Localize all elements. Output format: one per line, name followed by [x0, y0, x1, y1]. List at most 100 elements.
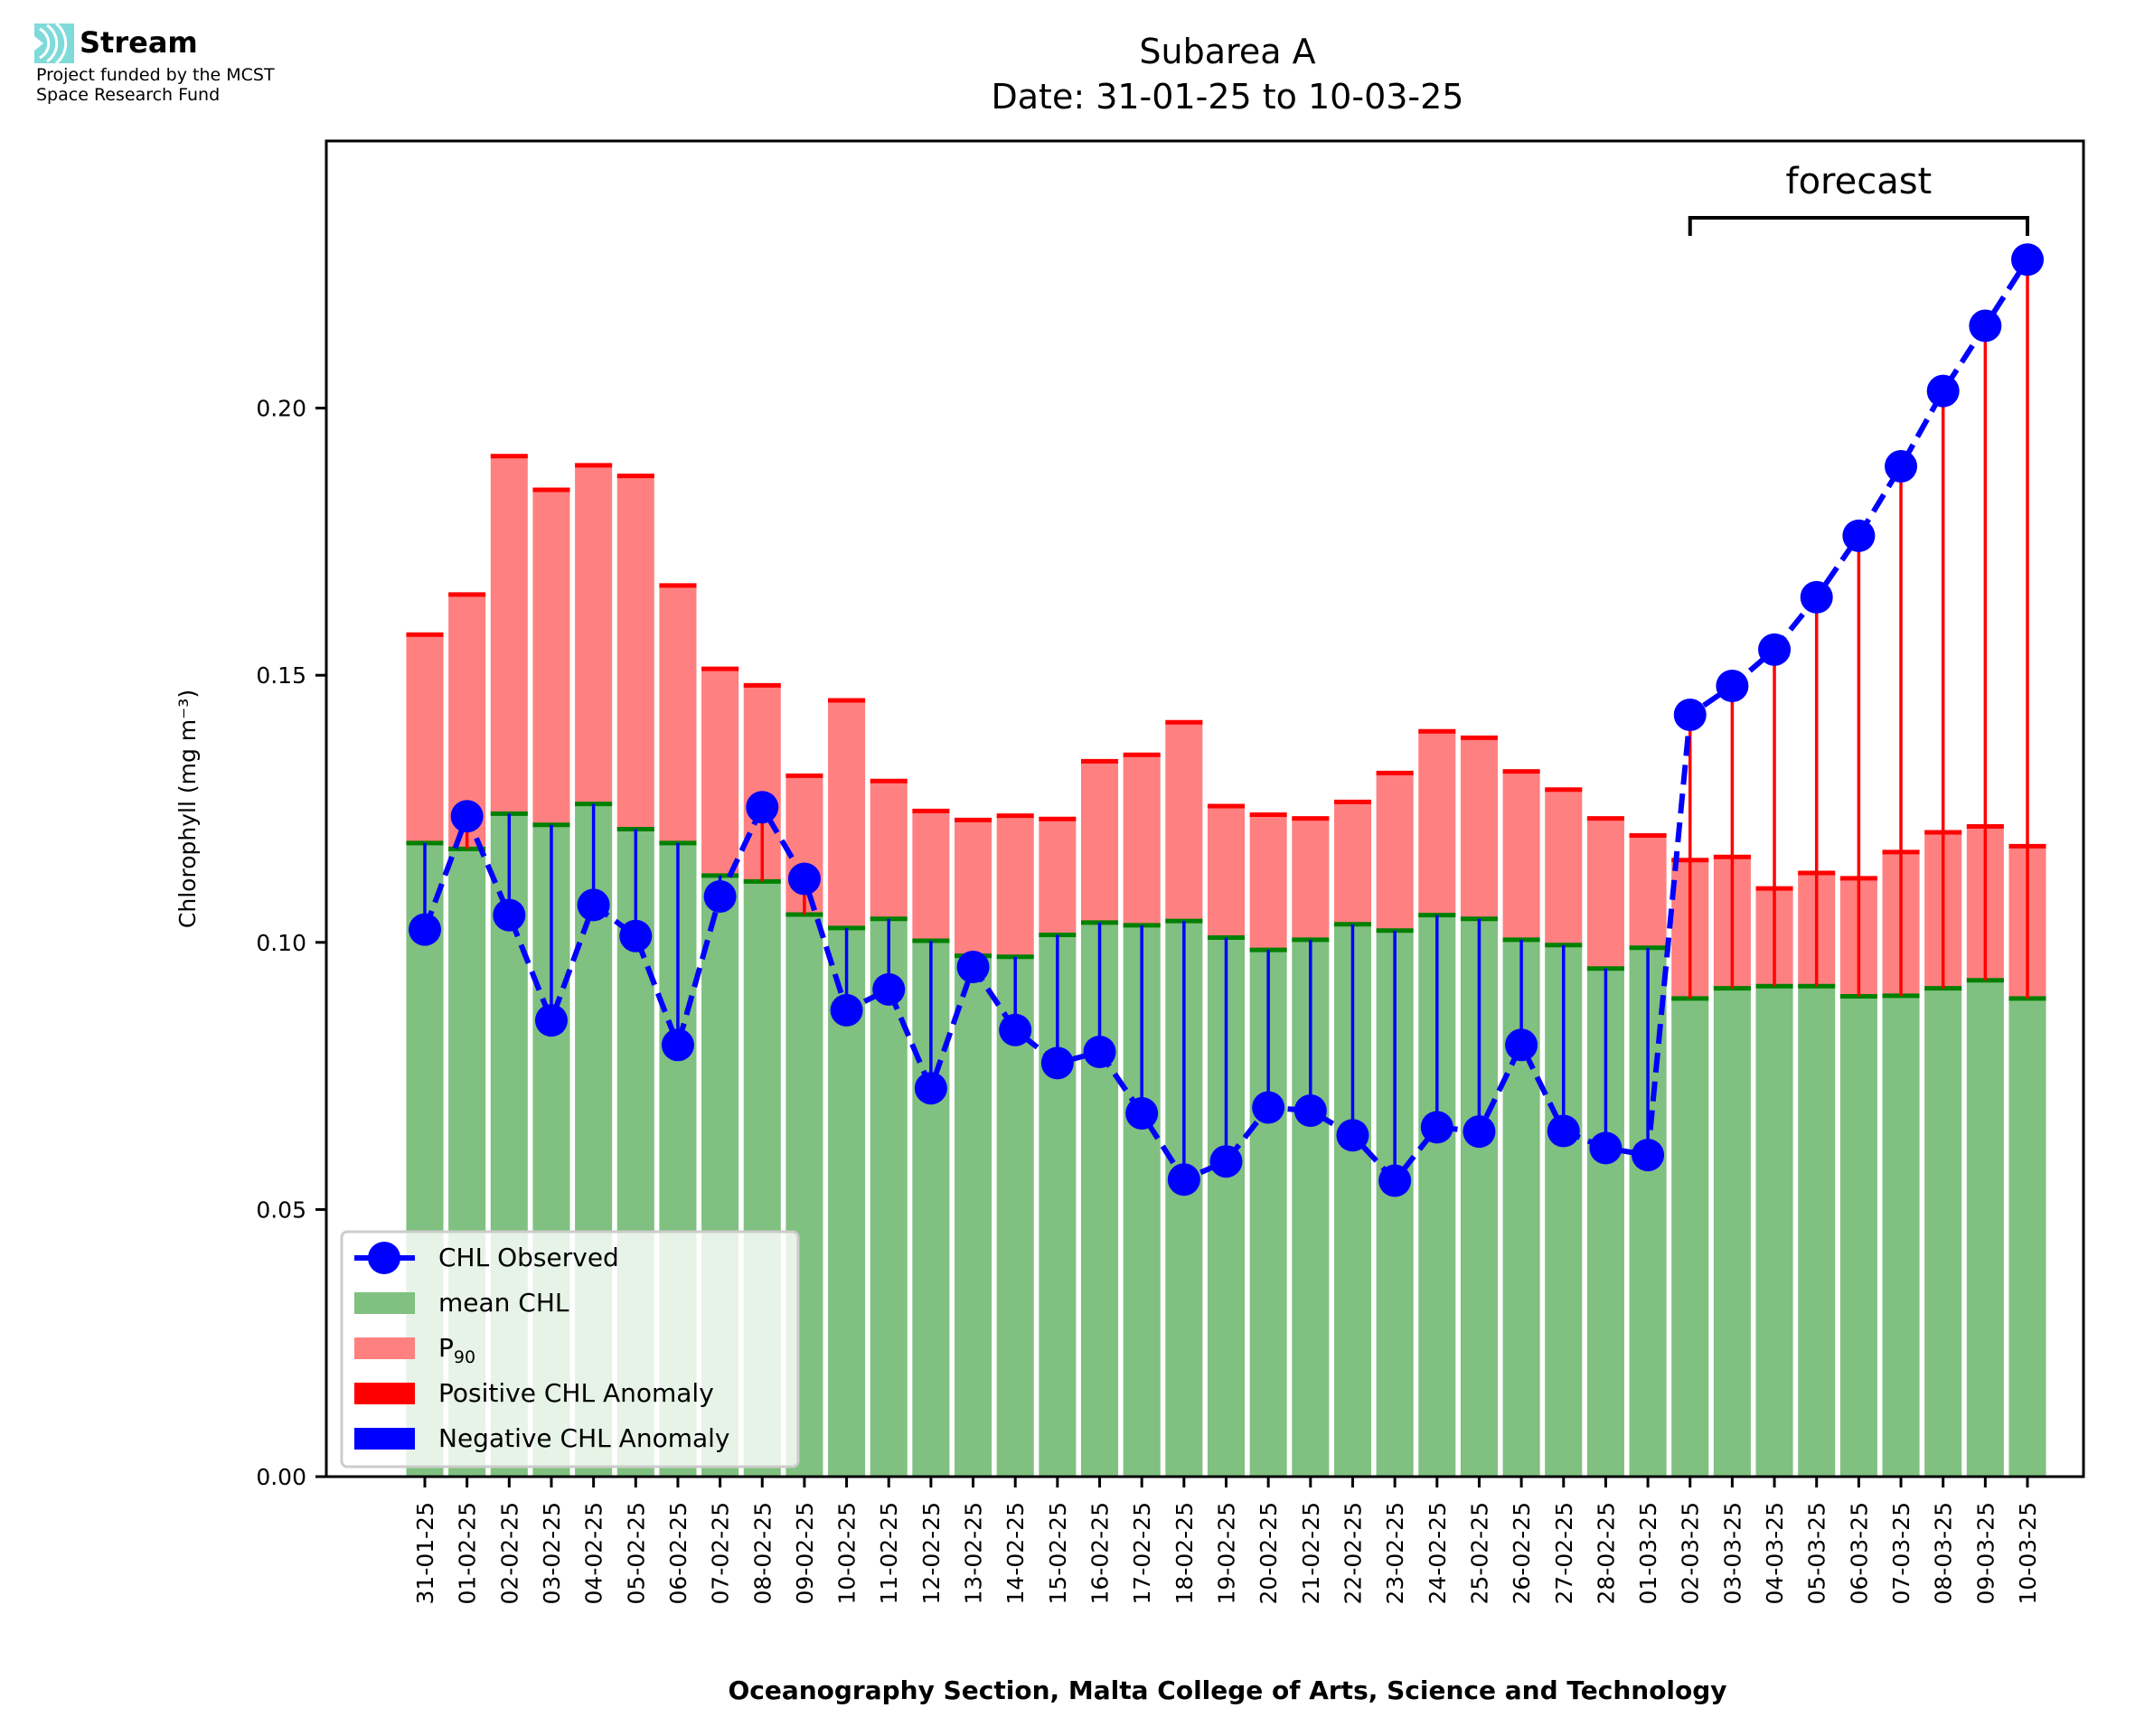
observed-point [999, 1013, 1032, 1046]
legend: CHL Observed mean CHL P90 Positive CHL Anom… [340, 1230, 800, 1469]
observed-point [1589, 1131, 1623, 1165]
observed-point [577, 888, 610, 922]
p90-bar [996, 815, 1034, 957]
observed-point [1758, 633, 1792, 666]
p90-bar [1165, 722, 1203, 922]
p90-bar [1123, 755, 1161, 925]
x-tick-label: 18-02-25 [1171, 1502, 1198, 1604]
x-tick-label: 01-02-25 [455, 1502, 481, 1604]
y-axis: 0.00 0.05 0.10 0.15 0.20 [256, 396, 326, 1490]
p90-bar [955, 820, 992, 956]
forecast-annotation: forecast [1688, 161, 2029, 236]
observed-point [2011, 243, 2044, 277]
x-tick-label: 19-02-25 [1214, 1502, 1240, 1604]
observed-point [1083, 1035, 1116, 1068]
x-tick-label: 25-02-25 [1466, 1502, 1492, 1604]
x-tick-label: 09-02-25 [792, 1502, 818, 1604]
observed-point [1716, 670, 1749, 703]
x-tick-label: 02-03-25 [1678, 1502, 1704, 1604]
legend-label: P90 [438, 1333, 475, 1367]
observed-point [619, 919, 653, 952]
legend-frame [340, 1230, 800, 1469]
x-tick-label: 10-02-25 [834, 1502, 861, 1604]
p90-bar [1460, 737, 1498, 919]
mean-bar [1839, 996, 1877, 1477]
forecast-bracket [1688, 216, 2029, 236]
mean-bar [1713, 988, 1751, 1477]
legend-swatch-icon [354, 1383, 415, 1404]
observed-point [1125, 1096, 1159, 1130]
x-tick-label: 28-02-25 [1593, 1502, 1619, 1604]
observed-point [746, 791, 779, 824]
mean-bar [1798, 986, 1836, 1477]
p90-bar [1418, 731, 1456, 915]
p90-bar [870, 781, 908, 919]
legend-swatch-icon [354, 1428, 415, 1450]
mean-bar [955, 955, 992, 1477]
p90-bar [1207, 806, 1246, 938]
p90-bar [532, 490, 570, 825]
observed-point [1209, 1145, 1243, 1178]
observed-point [956, 950, 990, 983]
observed-point [787, 862, 821, 896]
p90-bar [490, 455, 528, 814]
mean-bar [1924, 988, 1962, 1477]
x-tick-label: 03-02-25 [539, 1502, 565, 1604]
observed-series-layer [409, 243, 2044, 1197]
x-tick-label: 11-02-25 [876, 1502, 902, 1604]
anomaly-lines-layer [423, 259, 2029, 1181]
observed-point [1505, 1028, 1538, 1062]
observed-point [1378, 1164, 1412, 1197]
x-tick-label: 03-03-25 [1719, 1502, 1745, 1604]
y-axis-label: Chlorophyll (mg m⁻³) [174, 690, 201, 928]
observed-point [1842, 519, 1876, 552]
observed-point [1336, 1119, 1369, 1152]
logo-name: Stream [80, 25, 198, 60]
legend-label-subscript: 90 [454, 1347, 475, 1367]
p90-bar [1502, 771, 1540, 940]
funding-line-2: Space Research Fund [36, 85, 221, 105]
legend-observed-marker-icon [368, 1242, 400, 1274]
observed-point [872, 972, 906, 1006]
x-tick-label: 04-02-25 [581, 1502, 607, 1604]
x-tick-label: 08-03-25 [1931, 1502, 1957, 1604]
observed-line [422, 258, 2030, 1186]
p90-bar [1080, 761, 1119, 923]
x-tick-label: 24-02-25 [1425, 1502, 1451, 1604]
observed-point [1926, 374, 1960, 408]
observed-point [1252, 1091, 1285, 1124]
y-tick-label: 0.00 [256, 1464, 306, 1490]
x-tick-label: 12-02-25 [918, 1502, 945, 1604]
forecast-label: forecast [1785, 161, 1932, 202]
x-tick-label: 05-02-25 [623, 1502, 649, 1604]
x-tick-label: 10-03-25 [2015, 1502, 2041, 1604]
x-tick-label: 06-03-25 [1846, 1502, 1872, 1604]
observed-point [1167, 1163, 1200, 1196]
x-tick-label: 22-02-25 [1340, 1502, 1366, 1604]
x-tick-label: 07-03-25 [1888, 1502, 1914, 1604]
p90-bar [1376, 773, 1414, 931]
funding-note: Project funded by the MCST Space Researc… [36, 65, 275, 105]
x-tick-label: 26-02-25 [1509, 1502, 1535, 1604]
mean-bar [2008, 998, 2046, 1477]
observed-point [1632, 1139, 1665, 1172]
mean-bar [1966, 980, 2004, 1477]
chart-title-line-2: Date: 31-01-25 to 10-03-25 [992, 77, 1464, 117]
legend-swatch-icon [354, 1292, 415, 1314]
x-tick-label: 31-01-25 [412, 1502, 438, 1604]
mean-bar [870, 918, 908, 1477]
x-tick-label: 15-02-25 [1045, 1502, 1071, 1604]
p90-bar [1545, 789, 1583, 945]
x-tick-label: 20-02-25 [1256, 1502, 1282, 1604]
p90-bar [701, 669, 739, 876]
x-tick-label: 04-03-25 [1762, 1502, 1788, 1604]
observed-point [1420, 1111, 1453, 1144]
x-tick-label: 13-02-25 [961, 1502, 987, 1604]
observed-point [703, 879, 737, 913]
observed-point [830, 993, 863, 1027]
y-tick-label: 0.05 [256, 1196, 306, 1223]
observed-point [1885, 450, 1918, 483]
legend-label: mean CHL [438, 1288, 569, 1318]
p90-bar [616, 475, 654, 830]
x-axis-label: Oceanography Section, Malta College of A… [728, 1675, 1726, 1705]
